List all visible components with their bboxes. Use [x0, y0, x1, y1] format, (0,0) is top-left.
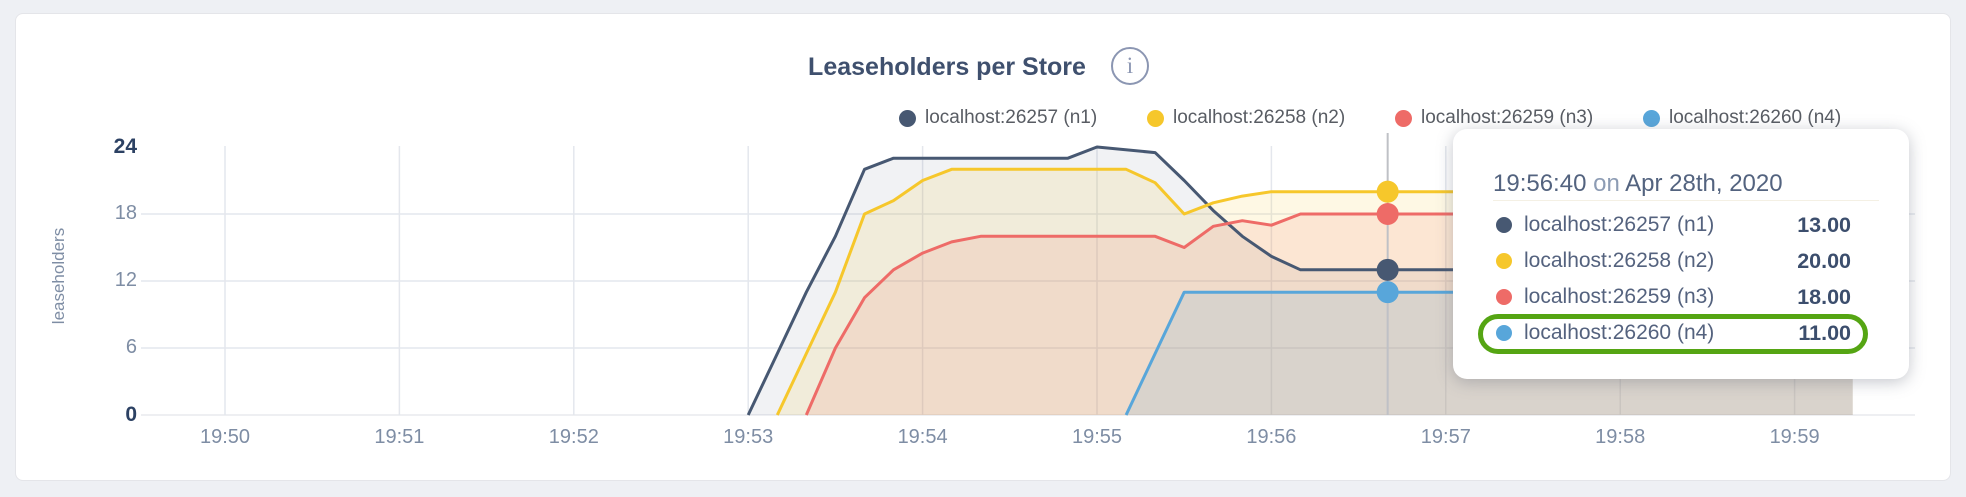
- x-tick-19-58: 19:58: [1595, 426, 1646, 448]
- tooltip-row-label: localhost:26259 (n3): [1524, 285, 1715, 308]
- legend-item-n3[interactable]: localhost:26259 (n3): [1395, 107, 1593, 129]
- x-tick-19-59: 19:59: [1769, 426, 1820, 448]
- chart-title: Leaseholders per Store: [808, 53, 1086, 81]
- tooltip-row-label: localhost:26257 (n1): [1524, 213, 1715, 236]
- x-tick-19-50: 19:50: [199, 426, 251, 448]
- tooltip-time: 19:56:40: [1493, 170, 1587, 197]
- hover-dot-n3: [1376, 202, 1399, 225]
- tooltip-row-dot-icon: [1496, 325, 1512, 341]
- legend-label: localhost:26260 (n4): [1669, 107, 1842, 128]
- series-line-n1: [746, 145, 1853, 416]
- legend-dot-icon: [1147, 109, 1164, 127]
- info-icon-glyph: i: [1126, 53, 1134, 78]
- tooltip-timestamp: 19:56:40 on Apr 28th, 2020: [1493, 170, 1879, 201]
- y-axis-title: leaseholders: [49, 227, 68, 325]
- tooltip-row-value: 11.00: [1798, 320, 1851, 345]
- y-tick-24: 24: [113, 134, 137, 158]
- tooltip-row-value: 20.00: [1797, 248, 1851, 273]
- tooltip-row-value: 18.00: [1797, 284, 1851, 309]
- chart-tooltip: 19:56:40 on Apr 28th, 2020 localhost:262…: [1453, 129, 1909, 379]
- legend-dot-icon: [899, 109, 916, 127]
- x-tick-19-53: 19:53: [723, 426, 774, 448]
- tooltip-row-dot-icon: [1496, 289, 1512, 305]
- x-tick-19-52: 19:52: [548, 426, 599, 448]
- legend-item-n1[interactable]: localhost:26257 (n1): [899, 107, 1097, 129]
- tooltip-row-dot-icon: [1496, 253, 1512, 269]
- legend-item-n4[interactable]: localhost:26260 (n4): [1643, 107, 1841, 129]
- x-tick-19-57: 19:57: [1420, 426, 1471, 448]
- legend-item-n2[interactable]: localhost:26258 (n2): [1147, 107, 1345, 129]
- legend-dot-icon: [1643, 109, 1660, 127]
- tooltip-row-n2: localhost:26258 (n2) 20.00: [1453, 243, 1909, 279]
- chart-card: Leaseholders per Store i localhost:26257…: [15, 13, 1951, 481]
- series-line-n2: [775, 167, 1853, 416]
- x-tick-19-55: 19:55: [1071, 426, 1123, 448]
- chart-legend: localhost:26257 (n1) localhost:26258 (n2)…: [16, 107, 1950, 129]
- hover-dot-n4: [1376, 281, 1399, 304]
- tooltip-row-label: localhost:26260 (n4): [1524, 321, 1715, 344]
- tooltip-row-n1: localhost:26257 (n1) 13.00: [1453, 207, 1909, 243]
- tooltip-date: Apr 28th, 2020: [1625, 170, 1783, 197]
- y-tick-0: 0: [125, 403, 137, 426]
- legend-dot-icon: [1395, 109, 1412, 127]
- series-line-n3: [804, 212, 1853, 416]
- legend-label: localhost:26257 (n1): [925, 107, 1098, 128]
- hover-dot-n2: [1376, 180, 1399, 203]
- legend-label: localhost:26259 (n3): [1421, 107, 1594, 128]
- x-tick-19-54: 19:54: [897, 426, 948, 448]
- hover-dot-n1: [1376, 258, 1399, 281]
- tooltip-row-dot-icon: [1496, 217, 1512, 233]
- y-tick-6: 6: [125, 335, 137, 358]
- x-tick-19-56: 19:56: [1246, 426, 1297, 448]
- tooltip-row-n3: localhost:26259 (n3) 18.00: [1453, 279, 1909, 315]
- tooltip-row-value: 13.00: [1797, 212, 1851, 237]
- info-icon[interactable]: i: [1111, 47, 1149, 85]
- legend-label: localhost:26258 (n2): [1173, 107, 1346, 128]
- x-tick-19-51: 19:51: [374, 426, 425, 448]
- tooltip-row-n4: localhost:26260 (n4) 11.00: [1453, 315, 1909, 351]
- tooltip-rows: localhost:26257 (n1) 13.00 localhost:26258…: [1453, 207, 1909, 351]
- tooltip-row-label: localhost:26258 (n2): [1524, 249, 1715, 272]
- y-tick-18: 18: [114, 201, 137, 224]
- tooltip-on-word: on: [1593, 170, 1620, 197]
- y-tick-12: 12: [114, 268, 137, 291]
